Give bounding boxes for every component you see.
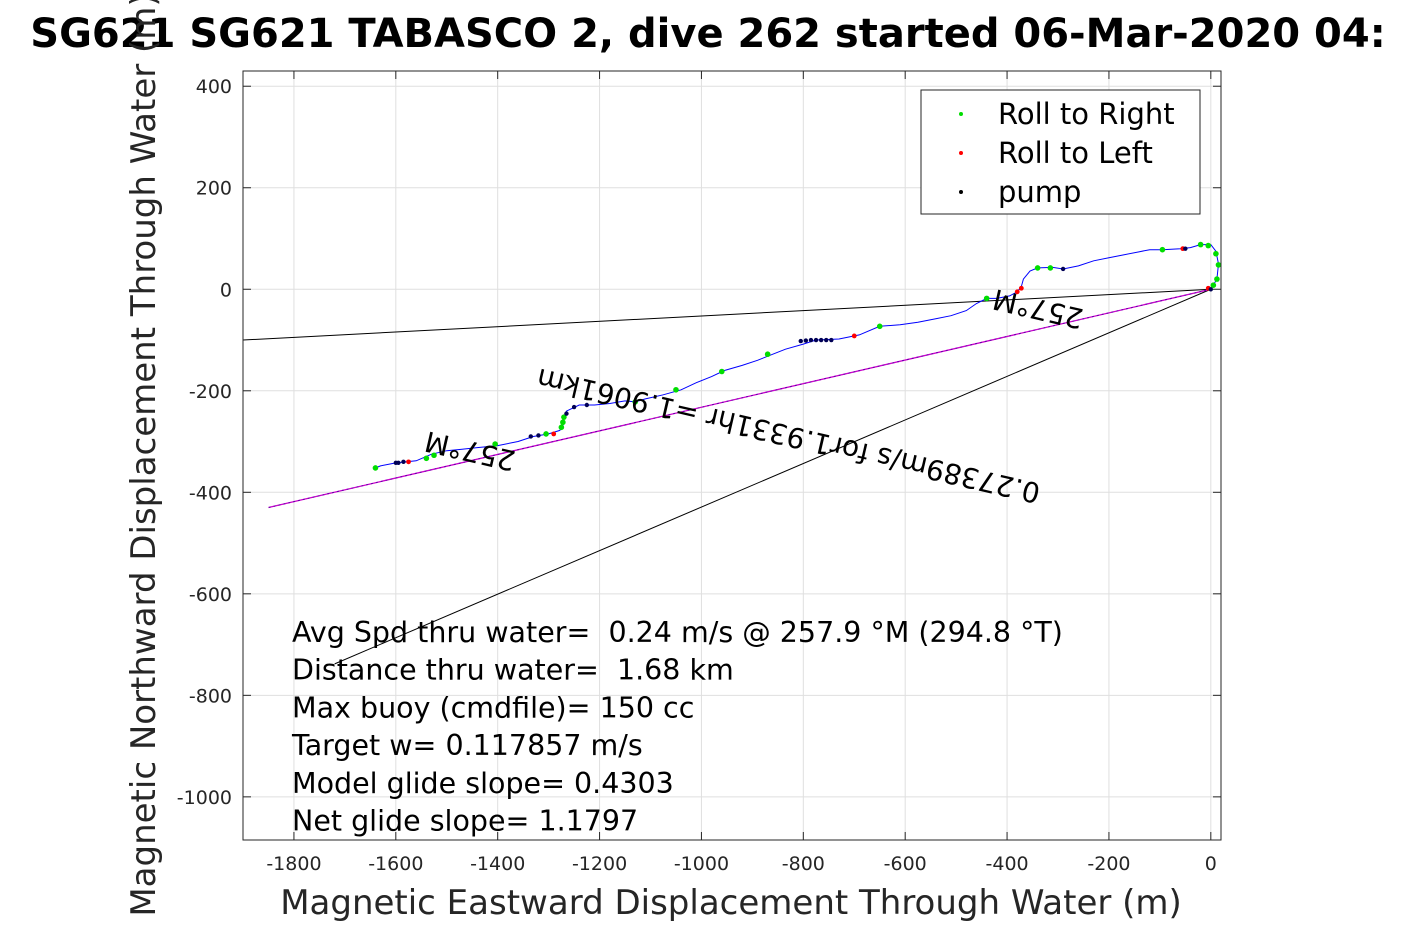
pump-point [401,459,406,465]
pump-point [1208,287,1214,292]
roll-right-point [719,368,725,375]
y-tick-label: 0 [220,279,232,301]
legend-label-roll-left: Roll to Left [998,136,1153,170]
pump-point [803,338,809,343]
y-tick-label: -400 [189,482,232,504]
x-tick-label: -800 [782,853,825,875]
roll-right-point [372,465,379,471]
current-line-dotted [268,288,1211,509]
pump-point [584,402,590,408]
y-tick-label: -800 [189,685,232,707]
legend-label-roll-right: Roll to Right [998,97,1175,131]
x-axis-label: Magnetic Eastward Displacement Through W… [280,883,1182,923]
pump-point [818,337,824,343]
x-tick-label: -200 [1087,853,1130,875]
roll-right-point [1159,246,1166,253]
roll-right-point [983,295,990,302]
y-tick-label: 400 [196,76,232,98]
roll-left-point [1014,289,1020,295]
pump-point [808,337,814,343]
stats-line: Net glide slope= 1.1797 [292,805,638,838]
pump-point [813,337,819,343]
x-tick-labels: -1800 -1600 -1400 -1200 -1000 -800 -600 -400 -20… [266,853,1217,875]
y-tick-label: -1000 [177,787,232,809]
legend-box [920,89,1201,215]
roll-right-point [1215,262,1222,268]
stats-block: Avg Spd thru water= 0.24 m/s @ 257.9 °M … [291,616,1063,838]
y-axis-label: Magnetic Northward Displacement Through … [124,0,164,917]
roll-left-point [551,431,557,437]
pump-point [1183,246,1188,251]
roll-right-point [423,455,430,462]
y-tick-label: 200 [196,178,232,200]
legend-marker-pump [959,190,963,194]
roll-right-point [876,323,883,330]
x-tick-label: 0 [1205,853,1217,875]
pump-point [528,434,533,439]
annotation-label: 0.27389m/s for1.9331hr =1.9061km [534,362,1044,510]
stats-line: Model glide slope= 0.4303 [292,767,674,800]
reference-line [334,288,1212,665]
pump-point [564,411,569,416]
annotation-label: 257°M [990,282,1087,335]
roll-right-point [1047,265,1054,271]
roll-right-point [1197,241,1204,248]
roll-right-point [1214,276,1220,282]
roll-right-point [561,414,567,420]
pump-point [798,338,803,344]
stats-line: Distance thru water= 1.68 km [292,654,734,687]
x-tick-label: -1800 [266,853,321,875]
roll-right-point [558,424,565,431]
reference-line [243,288,1211,341]
legend: Roll to Right Roll to Left pump [920,89,1201,215]
y-tick-label: -600 [189,584,232,606]
roll-right-point [1205,242,1212,249]
grid-lines [243,71,1221,840]
legend-marker-roll-left [959,151,963,155]
roll-right-point [431,452,437,459]
roll-right-point [1213,250,1219,257]
roll-left-point [1018,285,1024,291]
roll-right-point [492,441,498,447]
pump-point [824,337,829,343]
stats-line: Target w= 0.117857 m/s [291,729,643,762]
roll-right-point [764,351,771,358]
pump-point [536,433,541,438]
pump-point [571,404,577,410]
stats-line: Max buoy (cmdfile)= 150 cc [292,691,694,724]
roll-right-point [560,419,566,426]
x-tick-label: -600 [884,853,927,875]
x-tick-label: -1200 [572,853,627,875]
roll-right-point [1034,265,1041,271]
legend-marker-roll-right [959,112,963,116]
roll-left-point [406,459,411,465]
y-tick-label: -200 [189,381,232,403]
marker-layer [372,241,1222,471]
pump-point [396,460,401,466]
roll-right-point [673,386,679,393]
roll-left-point [851,333,857,339]
legend-label-pump: pump [998,175,1081,209]
stats-line: Avg Spd thru water= 0.24 m/s @ 257.9 °M … [292,616,1063,649]
roll-right-point [543,431,549,437]
x-tick-label: -400 [986,853,1029,875]
pump-point [1060,266,1066,272]
x-tick-label: -1000 [674,853,729,875]
x-tick-label: -1400 [470,853,525,875]
roll-right-point [1210,282,1217,289]
plot-frame [242,70,1222,841]
chart-title: SG621 SG621 TABASCO 2, dive 262 started … [30,11,1385,57]
roll-right-point [632,399,639,405]
pump-point [829,337,834,343]
y-tick-labels: 400 200 0 -200 -400 -600 -800 -1000 [177,76,232,809]
reference-lines [243,288,1212,665]
x-tick-label: -1600 [368,853,423,875]
